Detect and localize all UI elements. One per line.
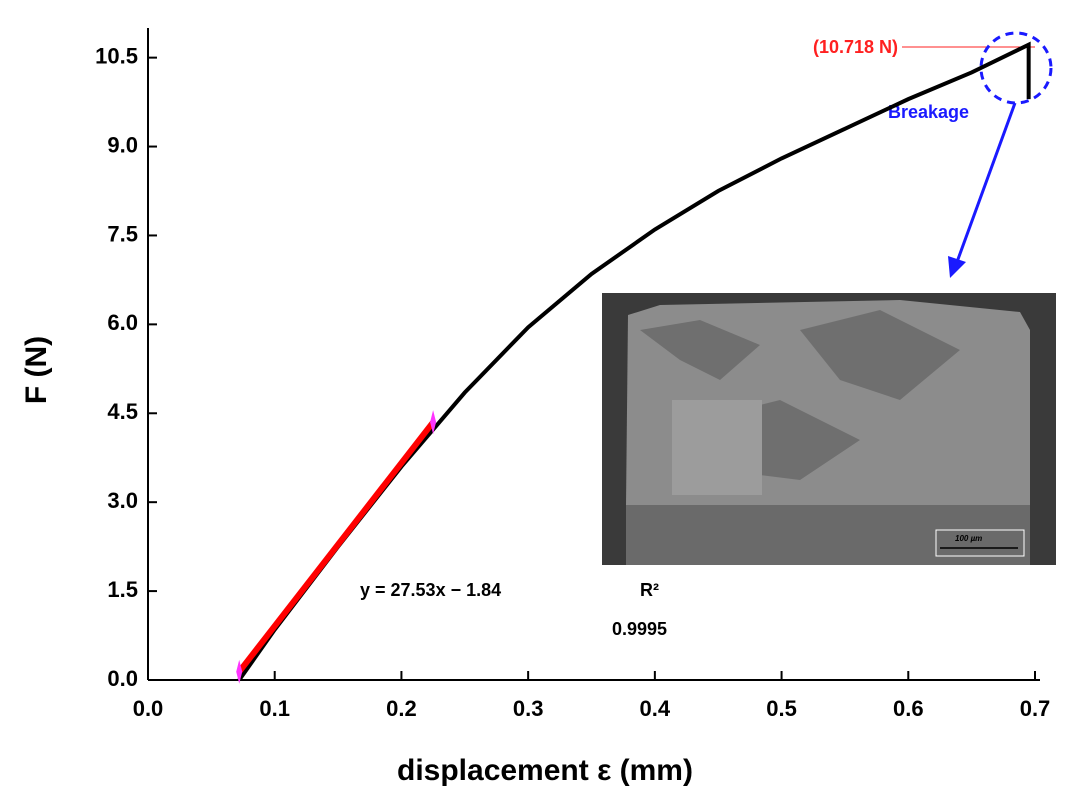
x-tick-label: 0.2 [386, 696, 417, 721]
x-axis-label: displacement ε (mm) [397, 754, 693, 787]
scale-box [935, 529, 1025, 557]
equation: y = 27.53x − 1.84 [360, 580, 501, 600]
x-tick-label: 0.4 [640, 696, 671, 721]
y-axis-label: F (N) [20, 336, 53, 404]
y-tick-label: 10.5 [95, 43, 138, 68]
breakage-label: Breakage [888, 102, 969, 122]
inset-image: 100 µm [602, 293, 1056, 565]
peak-label: (10.718 N) [813, 37, 898, 57]
r2-label: R² [640, 580, 659, 600]
x-tick-label: 0.1 [259, 696, 290, 721]
y-tick-label: 1.5 [107, 577, 138, 602]
scale-label: 100 µm [955, 534, 982, 543]
y-tick-label: 4.5 [107, 399, 138, 424]
fit-endpoint [236, 659, 243, 684]
substrate [626, 505, 1030, 565]
y-tick-label: 6.0 [107, 310, 138, 335]
y-tick-label: 9.0 [107, 132, 138, 157]
breakage-circle [979, 31, 1053, 105]
x-tick-label: 0.7 [1020, 696, 1051, 721]
x-tick-label: 0.0 [133, 696, 164, 721]
fit-endpoint [430, 410, 437, 435]
r2-value: 0.9995 [612, 619, 667, 639]
y-tick-label: 3.0 [107, 488, 138, 513]
arrow-head [948, 256, 966, 278]
series-line [236, 420, 436, 674]
x-tick-label: 0.5 [766, 696, 797, 721]
x-tick-label: 0.6 [893, 696, 924, 721]
y-tick-label: 7.5 [107, 221, 138, 246]
y-tick-label: 0.0 [107, 666, 138, 691]
arrow [955, 102, 1017, 263]
x-tick-label: 0.3 [513, 696, 544, 721]
texture [672, 400, 762, 495]
